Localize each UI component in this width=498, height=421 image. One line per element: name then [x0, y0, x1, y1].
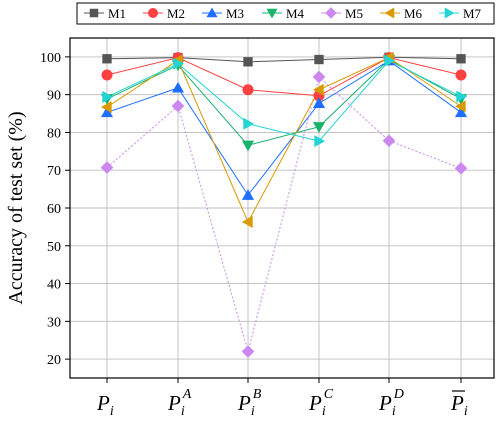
x-tick-label: PiC — [308, 387, 334, 419]
data-point-m6 — [100, 101, 112, 114]
x-tick-sup: D — [393, 387, 404, 402]
data-point-m1 — [314, 54, 324, 65]
series-lines — [106, 56, 462, 354]
legend-label-m6: M6 — [404, 6, 423, 21]
series-line-m1 — [106, 56, 462, 63]
x-tick-sup: B — [253, 387, 262, 402]
legend-label-m1: M1 — [108, 6, 126, 21]
data-point-m1 — [456, 54, 466, 64]
data-point-m4 — [312, 122, 326, 133]
x-tick-sub: i — [392, 404, 396, 419]
x-axis: Pi PiA PiB PiC PiD Pi — [96, 378, 468, 419]
data-point-m2 — [455, 69, 467, 81]
data-point-m7 — [243, 117, 255, 130]
legend-marker-m3 — [206, 7, 218, 18]
x-tick-sub: i — [181, 404, 185, 419]
data-point-m3 — [100, 106, 114, 118]
data-point-m7 — [314, 135, 326, 148]
x-tick-base: P — [96, 391, 110, 415]
legend-marker-m4 — [266, 8, 278, 19]
legend-label-m2: M2 — [167, 6, 185, 21]
data-point-m3 — [454, 106, 468, 118]
x-tick-label-text: Pi — [96, 391, 114, 419]
data-point-m5 — [312, 70, 326, 84]
y-tick-label: 60 — [47, 202, 61, 217]
data-point-m5 — [454, 162, 468, 175]
data-point-m1 — [102, 54, 112, 64]
x-tick-label-text: PiA — [167, 387, 192, 419]
data-point-m5 — [100, 161, 114, 174]
x-tick-label-text: PiC — [308, 387, 334, 419]
data-point-m7 — [173, 57, 185, 70]
x-tick-label: PiB — [237, 387, 262, 419]
series-line-m7 — [106, 60, 462, 142]
data-point-m5 — [171, 99, 185, 113]
x-tick-sup: A — [182, 387, 192, 402]
x-tick-label-text: PiB — [237, 387, 262, 419]
series-line-m6 — [106, 57, 462, 224]
x-tick-sub: i — [110, 404, 114, 419]
x-tick-base: P — [167, 391, 181, 415]
legend-marker-m1 — [89, 8, 99, 18]
x-tick-base: P — [308, 391, 322, 415]
x-tick-base: P — [450, 391, 464, 415]
data-point-m5 — [382, 134, 396, 148]
legend-marker-m7 — [444, 7, 455, 19]
legend-label-m7: M7 — [463, 6, 482, 21]
data-point-m7 — [102, 90, 114, 103]
data-point-m1 — [243, 57, 253, 67]
data-point-m6 — [312, 83, 324, 96]
x-tick-sub: i — [251, 404, 255, 419]
legend-box — [76, 2, 495, 25]
legend-label-m3: M3 — [226, 6, 244, 21]
data-point-m2 — [242, 84, 254, 96]
y-tick-label: 50 — [47, 240, 61, 255]
legend-marker-m6 — [384, 7, 395, 19]
x-tick-base: P — [378, 391, 392, 415]
y-tick-label: 20 — [47, 353, 61, 368]
x-tick-label: Pi — [96, 391, 114, 419]
data-point-m2 — [101, 69, 113, 81]
data-point-m4 — [241, 140, 255, 152]
x-tick-sub: i — [464, 404, 468, 419]
x-tick-label: Pi — [450, 390, 468, 419]
y-tick-label: 90 — [47, 89, 61, 104]
legend-label-m5: M5 — [345, 6, 363, 21]
series-line-m3 — [106, 60, 462, 197]
legend-marker-m5 — [325, 7, 337, 19]
data-point-m6 — [454, 100, 466, 113]
x-tick-sup: C — [324, 387, 334, 402]
data-point-m7 — [456, 90, 468, 103]
x-tick-label: PiA — [167, 387, 192, 419]
x-tick-sub: i — [322, 404, 326, 419]
x-tick-label: PiD — [378, 387, 404, 419]
y-axis: 20 30 40 50 60 70 80 90 100 — [40, 51, 70, 368]
legend-marker-m2 — [148, 8, 158, 18]
y-tick-label: 100 — [40, 51, 61, 66]
series-markers — [100, 51, 468, 358]
legend-label-m4: M4 — [286, 6, 305, 21]
data-point-m3 — [171, 81, 185, 93]
y-tick-label: 80 — [47, 126, 61, 141]
x-tick-label-text: Pi — [450, 391, 468, 419]
series-line-m2 — [106, 57, 462, 97]
y-tick-label: 30 — [47, 315, 61, 330]
data-point-m6 — [241, 215, 253, 229]
x-tick-label-text: PiD — [378, 387, 404, 419]
series-line-m5 — [106, 75, 462, 354]
y-tick-label: 70 — [47, 164, 61, 179]
data-point-m3 — [312, 97, 326, 109]
y-tick-label: 40 — [47, 278, 61, 293]
x-tick-base: P — [237, 391, 251, 415]
data-point-m5 — [241, 345, 255, 358]
y-axis-title: Accuracy of test set (%) — [5, 111, 27, 304]
data-point-m7 — [384, 54, 396, 67]
data-point-m3 — [241, 189, 255, 200]
legend: M1 M2 M3 M4 M5 M6 M7 — [84, 6, 482, 21]
